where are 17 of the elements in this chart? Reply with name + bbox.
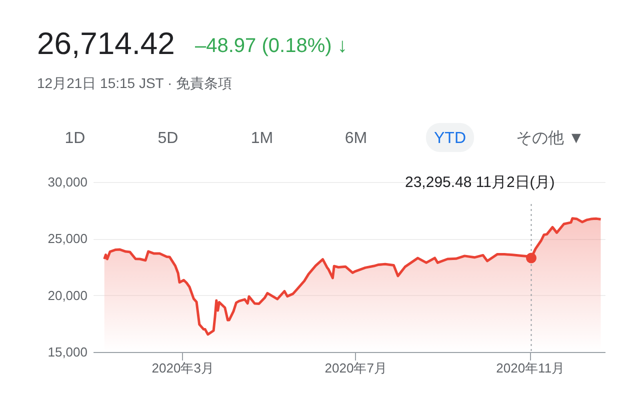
- text: 1M: [250, 130, 274, 147]
- text: 12月21日 15:15 JST · 免責条項: [37, 75, 232, 91]
- x-tick-label: 2020年7月: [324, 360, 387, 376]
- x-tick-label: 2020年11月: [496, 360, 565, 376]
- text: 6M: [344, 130, 368, 147]
- annotation: 23,295.48 11月2日(月): [405, 174, 555, 191]
- chart-title: 26,714.42: [37, 26, 175, 61]
- text: その他 ▼: [516, 130, 584, 147]
- y-tick-label: 15,000: [48, 344, 88, 360]
- y-tick-label: 30,000: [48, 174, 88, 190]
- chart-subtitle: –48.97 (0.18%) ↓: [195, 35, 348, 57]
- x-tick-label: 2020年3月: [152, 360, 214, 376]
- text: 5D: [158, 130, 178, 147]
- text: YTD: [434, 130, 466, 147]
- text: 1D: [64, 130, 86, 147]
- y-tick-label: 20,000: [48, 288, 88, 303]
- y-tick-label: 25,000: [48, 231, 88, 246]
